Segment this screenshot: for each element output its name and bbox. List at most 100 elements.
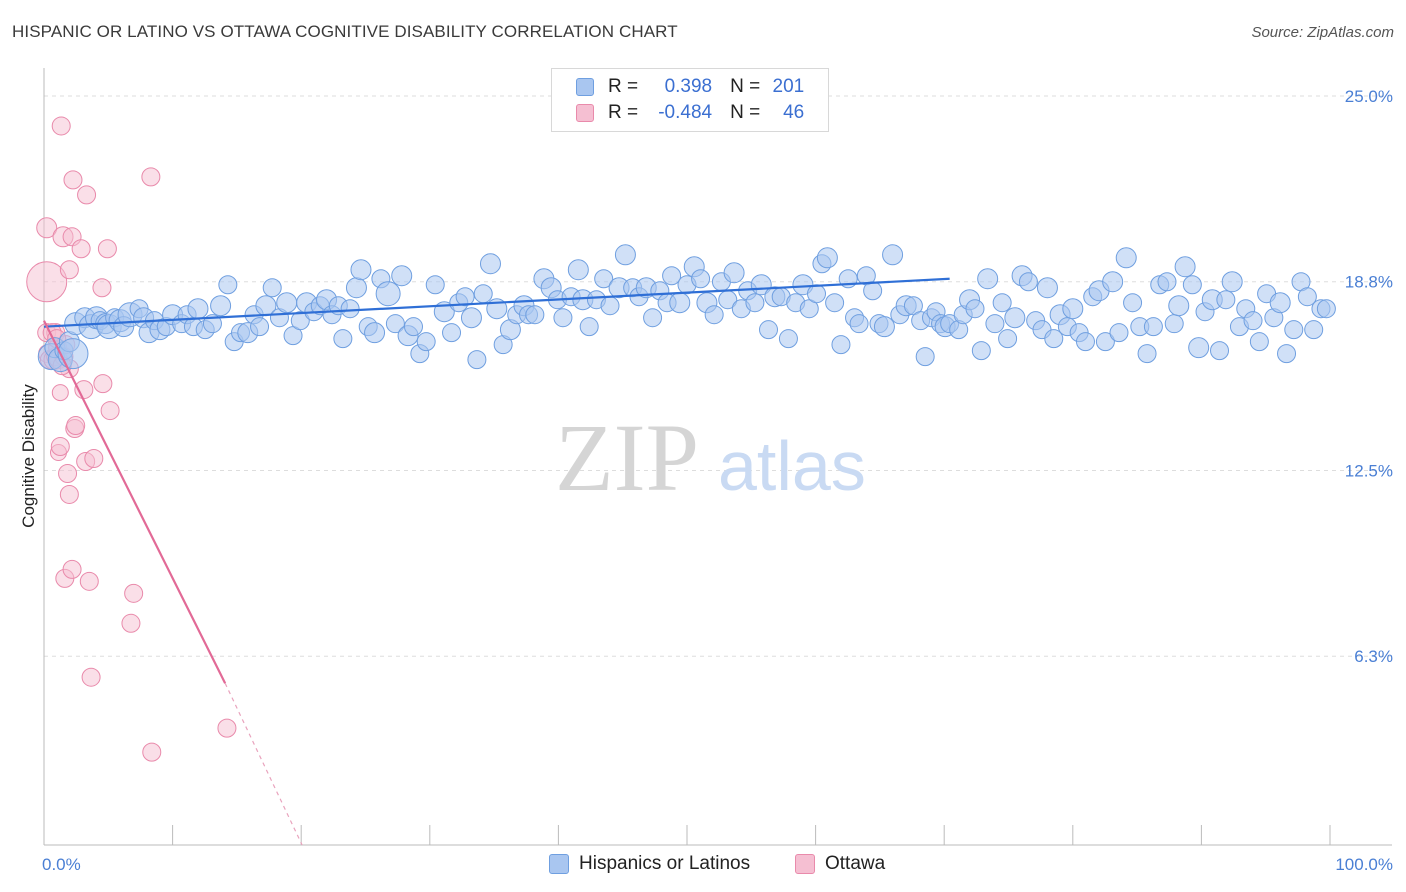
data-point-hispanic — [350, 259, 372, 281]
data-point-hispanic — [691, 269, 711, 289]
data-point-hispanic — [1249, 332, 1269, 352]
data-point-hispanic — [1188, 337, 1210, 359]
data-point-hispanic — [745, 293, 765, 313]
data-point-ottawa — [51, 116, 71, 136]
data-point-hispanic — [416, 332, 436, 352]
data-point-ottawa — [77, 185, 97, 205]
data-point-hispanic — [473, 284, 493, 304]
grid-lines — [44, 95, 1392, 657]
y-tick-label: 6.3% — [1354, 647, 1393, 666]
data-point-ottawa — [93, 374, 113, 394]
data-point-hispanic — [669, 292, 691, 314]
data-point-hispanic — [873, 316, 895, 338]
data-point-hispanic — [57, 338, 89, 370]
source-label: Source: ZipAtlas.com — [1251, 24, 1394, 41]
data-point-hispanic — [364, 322, 386, 344]
axes — [43, 68, 1392, 846]
data-point-ottawa — [26, 261, 68, 303]
data-point-hispanic — [1216, 290, 1236, 310]
data-point-ottawa — [79, 571, 99, 591]
data-point-hispanic — [1277, 344, 1297, 364]
legend-row-ottawa: R = -0.484 N = 46 — [576, 101, 804, 125]
data-point-hispanic — [1304, 320, 1324, 340]
legend-row-hispanic: R = 0.398 N = 201 — [576, 75, 804, 99]
data-point-hispanic — [375, 281, 401, 307]
data-point-ottawa — [62, 559, 82, 579]
data-point-hispanic — [825, 293, 845, 313]
data-point-hispanic — [965, 299, 985, 319]
data-point-ottawa — [141, 167, 161, 187]
data-point-hispanic — [218, 275, 238, 295]
data-point-hispanic — [831, 335, 851, 355]
bottom-legend-label: Ottawa — [825, 853, 886, 874]
data-point-hispanic — [425, 275, 445, 295]
data-point-ottawa — [100, 401, 120, 421]
data-point-hispanic — [579, 317, 599, 337]
data-point-ottawa — [97, 239, 117, 259]
data-point-hispanic — [998, 329, 1018, 349]
data-point-ottawa — [63, 170, 83, 190]
data-point-hispanic — [807, 284, 827, 304]
y-tick-label: 12.5% — [1345, 461, 1393, 480]
data-point-hispanic — [1004, 307, 1026, 329]
data-point-hispanic — [594, 269, 614, 289]
data-point-hispanic — [1018, 272, 1038, 292]
data-point-hispanic — [863, 281, 883, 301]
data-point-hispanic — [662, 266, 682, 286]
data-point-hispanic — [915, 347, 935, 367]
data-point-hispanic — [479, 253, 501, 275]
data-point-hispanic — [1062, 298, 1084, 320]
data-point-hispanic — [467, 350, 487, 370]
watermark-atlas: atlas — [718, 427, 866, 505]
data-point-ottawa — [59, 484, 79, 504]
data-point-hispanic — [460, 307, 482, 329]
x-tick-label: 100.0% — [1335, 855, 1393, 874]
data-point-hispanic — [567, 259, 589, 281]
data-point-hispanic — [971, 341, 991, 361]
data-point-hispanic — [1174, 256, 1196, 278]
data-point-ottawa — [217, 718, 237, 738]
data-point-hispanic — [849, 314, 869, 334]
data-point-ottawa — [124, 583, 144, 603]
watermark: ZIP atlas — [555, 404, 866, 511]
data-point-hispanic — [816, 247, 838, 269]
data-point-hispanic — [614, 244, 636, 266]
data-point-ottawa — [121, 613, 141, 633]
data-point-ottawa — [71, 239, 91, 259]
data-point-ottawa — [50, 437, 70, 457]
tick-labels: 25.0% 18.8% 12.5% 6.3% 0.0% 100.0% — [42, 87, 1393, 874]
data-point-ottawa — [36, 217, 58, 239]
data-point-hispanic — [704, 305, 724, 325]
data-point-hispanic — [759, 320, 779, 340]
data-point-hispanic — [1095, 332, 1115, 352]
data-point-hispanic — [992, 293, 1012, 313]
legend-swatch-hispanic — [576, 78, 594, 96]
data-point-hispanic — [1044, 329, 1064, 349]
data-point-ottawa — [59, 260, 79, 280]
data-point-hispanic — [262, 278, 282, 298]
bottom-legend-hispanic: Hispanics or Latinos — [549, 852, 750, 876]
data-point-ottawa — [51, 384, 69, 402]
y-tick-label: 25.0% — [1345, 87, 1393, 106]
data-point-ottawa — [142, 742, 162, 762]
legend-r-label: R = — [608, 76, 639, 97]
data-point-hispanic — [1297, 287, 1317, 307]
legend-r-label: R = — [608, 102, 639, 123]
data-point-hispanic — [1036, 277, 1058, 299]
data-point-hispanic — [525, 305, 545, 325]
bottom-legend-ottawa: Ottawa — [795, 852, 885, 876]
data-point-hispanic — [1164, 314, 1184, 334]
data-point-hispanic — [290, 311, 310, 331]
data-point-hispanic — [442, 323, 462, 343]
data-point-hispanic — [1137, 344, 1157, 364]
legend-swatch-ottawa — [576, 104, 594, 122]
legend-r-value: 0.398 — [664, 76, 713, 97]
data-point-hispanic — [345, 277, 367, 299]
legend: R = 0.398 N = 201 R = -0.484 N = 46 — [551, 68, 829, 132]
data-point-ottawa — [58, 463, 78, 483]
trend-line-hispanic — [43, 277, 950, 328]
y-tick-label: 18.8% — [1345, 273, 1393, 292]
data-point-hispanic — [1221, 271, 1243, 293]
data-point-hispanic — [985, 314, 1005, 334]
